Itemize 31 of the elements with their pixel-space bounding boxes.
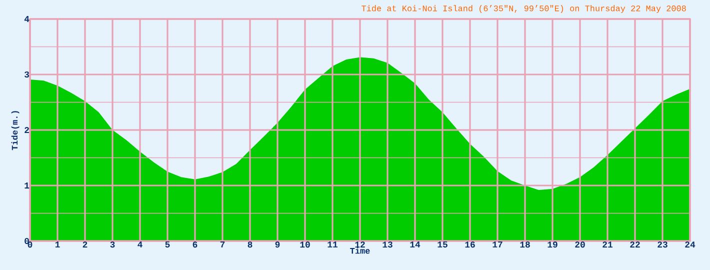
x-tick-label: 14: [410, 242, 420, 248]
y-tick-label: 4: [24, 16, 30, 22]
x-tick-label: 19: [548, 242, 558, 248]
x-tick-label: 8: [248, 242, 252, 248]
x-tick-label: 11: [328, 242, 338, 248]
x-tick-label: 18: [520, 242, 530, 248]
x-tick-label: 9: [275, 242, 280, 248]
x-tick-label: 16: [465, 242, 475, 248]
x-tick-label: 10: [300, 242, 310, 248]
x-tick-label: 7: [220, 242, 225, 248]
x-tick-label: 13: [382, 242, 392, 248]
y-tick-label: 2: [24, 127, 29, 133]
x-tick-label: 1: [55, 242, 60, 248]
x-tick-label: 2: [82, 242, 88, 248]
x-tick-label: 17: [492, 242, 502, 248]
x-tick-label: 6: [192, 242, 198, 248]
x-tick-label: 21: [602, 242, 613, 248]
y-axis-title: Tide(m.): [11, 111, 20, 150]
x-tick-label: 23: [658, 242, 668, 248]
y-tick-label: 3: [24, 71, 30, 78]
y-tick-label: 1: [24, 182, 30, 188]
x-tick-label: 3: [110, 242, 115, 248]
x-tick-label: 24: [685, 242, 696, 248]
x-tick-label: 22: [630, 242, 640, 248]
chart-title: Tide at Koi-Noi Island (6’35"N, 99’50"E) on Thursday 22 May 2008: [362, 5, 686, 13]
x-tick-label: 15: [438, 242, 448, 248]
x-tick-label: 4: [138, 242, 142, 248]
x-tick-label: 20: [575, 242, 585, 248]
x-tick-label: 5: [165, 242, 170, 248]
x-tick-label: 12: [355, 242, 365, 248]
x-axis-title: Time: [350, 247, 370, 254]
